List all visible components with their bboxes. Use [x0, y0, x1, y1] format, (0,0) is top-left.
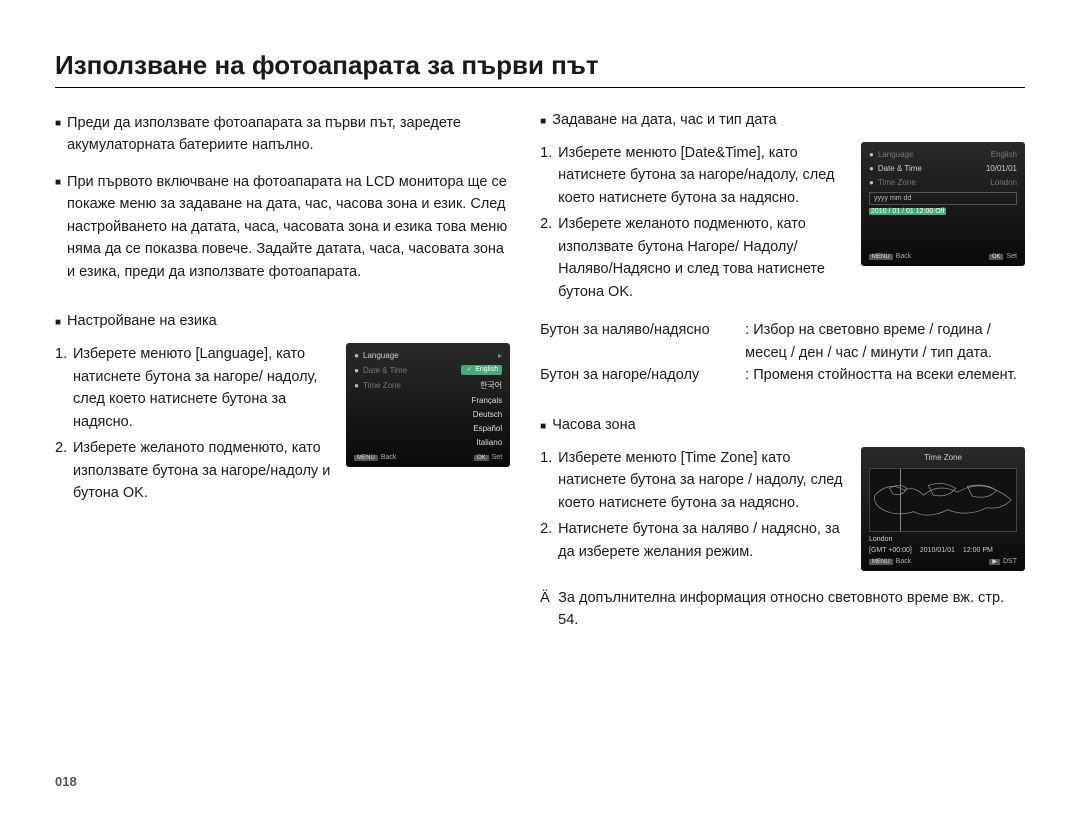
datetime-heading: ■ Задаване на дата, час и тип дата: [540, 112, 1025, 128]
footnote-symbol: Ä: [540, 587, 558, 632]
lcd-city: London: [869, 536, 892, 543]
lcd-label: Time Zone: [363, 381, 401, 390]
intro-text-1: Преди да използвате фотоапарата за първи…: [67, 112, 510, 157]
step-number: 2.: [540, 213, 558, 303]
datetime-heading-text: Задаване на дата, час и тип дата: [552, 112, 776, 128]
lcd-option: Italiano: [476, 438, 502, 447]
lcd-option: 한국어: [480, 380, 502, 391]
timezone-heading: ■ Часова зона: [540, 417, 1025, 433]
language-lcd-screenshot: ●Language▸ ●Date & Time ✓English ●Time Z…: [346, 343, 510, 467]
step-text: Изберете желаното подменюто, като използ…: [558, 213, 849, 303]
button-desc: : Избор на световно време / година / мес…: [745, 319, 1025, 364]
step-number: 1.: [540, 447, 558, 514]
right-column: ■ Задаване на дата, час и тип дата 1. Из…: [540, 112, 1025, 632]
lcd-option: Español: [473, 424, 502, 433]
step-number: 2.: [540, 518, 558, 563]
step-number: 1.: [540, 142, 558, 209]
bullet-square-icon: ■: [55, 175, 61, 283]
datetime-lcd-screenshot: ●LanguageEnglish ●Date & Time10/01/01 ●T…: [861, 142, 1025, 266]
lcd-option: Français: [471, 396, 502, 405]
lcd-label: Language: [363, 351, 399, 360]
lcd-value: English: [991, 150, 1017, 159]
footnote-text: За допълнителна информация относно свето…: [558, 587, 1025, 632]
page-title: Използване на фотоапарата за първи път: [55, 50, 1025, 88]
lcd-back-label: Back: [896, 253, 912, 260]
left-column: ■ Преди да използвате фотоапарата за пър…: [55, 112, 510, 632]
dst-button-icon: ▶: [989, 559, 1000, 565]
button-name: Бутон за наляво/надясно: [540, 319, 745, 364]
lcd-label: Language: [878, 150, 914, 159]
step-text: Натиснете бутона за наляво / надясно, за…: [558, 518, 849, 563]
bullet-square-icon: ■: [55, 317, 61, 329]
lcd-gmt: [GMT +00:00]: [869, 547, 912, 554]
lcd-back-label: Back: [896, 558, 912, 565]
lcd-label: Time Zone: [878, 178, 916, 187]
lcd-format: yyyy mm dd: [869, 192, 1017, 205]
menu-button-icon: MENU: [354, 455, 378, 461]
menu-button-icon: MENU: [869, 559, 893, 565]
bullet-square-icon: ■: [540, 421, 546, 433]
world-map-icon: [869, 468, 1017, 532]
button-name: Бутон за нагоре/надолу: [540, 364, 745, 386]
lcd-dst-label: DST: [1003, 558, 1017, 565]
lcd-option: Deutsch: [473, 410, 502, 419]
button-description-table: Бутон за наляво/надясно : Избор на свето…: [540, 319, 1025, 386]
bullet-square-icon: ■: [540, 116, 546, 128]
lcd-value: London: [990, 178, 1017, 187]
lcd-set-label: Set: [1006, 253, 1017, 260]
timezone-steps: 1. Изберете менюто [Time Zone] като нати…: [540, 447, 849, 567]
ok-button-icon: OK: [474, 455, 489, 461]
step-number: 1.: [55, 343, 73, 433]
timezone-heading-text: Часова зона: [552, 417, 635, 433]
step-text: Изберете желаното подменюто, като използ…: [73, 437, 334, 504]
lcd-set-label: Set: [492, 454, 503, 461]
lcd-option: English: [475, 366, 498, 373]
ok-button-icon: OK: [989, 254, 1004, 260]
datetime-steps: 1. Изберете менюто [Date&Time], като нат…: [540, 142, 849, 307]
timezone-lcd-screenshot: Time Zone London [GMT +00:00] 2010/01/01…: [861, 447, 1025, 571]
step-text: Изберете менюто [Time Zone] като натисне…: [558, 447, 849, 514]
button-desc: : Променя стойността на всеки елемент.: [745, 364, 1025, 386]
intro-para-2: ■ При първото включване на фотоапарата н…: [55, 171, 510, 283]
step-number: 2.: [55, 437, 73, 504]
page-number: 018: [55, 774, 77, 789]
lcd-back-label: Back: [381, 454, 397, 461]
footnote: Ä За допълнителна информация относно све…: [540, 587, 1025, 632]
menu-button-icon: MENU: [869, 254, 893, 260]
language-heading-text: Настройване на езика: [67, 313, 217, 329]
lcd-time: 12:00 PM: [963, 547, 993, 554]
language-steps: 1. Изберете менюто [Language], като нати…: [55, 343, 334, 508]
lcd-label: Date & Time: [363, 366, 407, 375]
bullet-square-icon: ■: [55, 116, 61, 157]
step-text: Изберете менюто [Language], като натисне…: [73, 343, 334, 433]
lcd-date: 2010/01/01: [920, 547, 955, 554]
lcd-value: 10/01/01: [986, 164, 1017, 173]
intro-text-2: При първото включване на фотоапарата на …: [67, 171, 510, 283]
lcd-tz-title: Time Zone: [861, 447, 1025, 462]
step-text: Изберете менюто [Date&Time], като натисн…: [558, 142, 849, 209]
intro-para-1: ■ Преди да използвате фотоапарата за пър…: [55, 112, 510, 157]
lcd-label: Date & Time: [878, 164, 922, 173]
lcd-date-value: 2010 / 01 / 01 12:00 Off: [869, 208, 946, 215]
language-heading: ■ Настройване на езика: [55, 313, 510, 329]
